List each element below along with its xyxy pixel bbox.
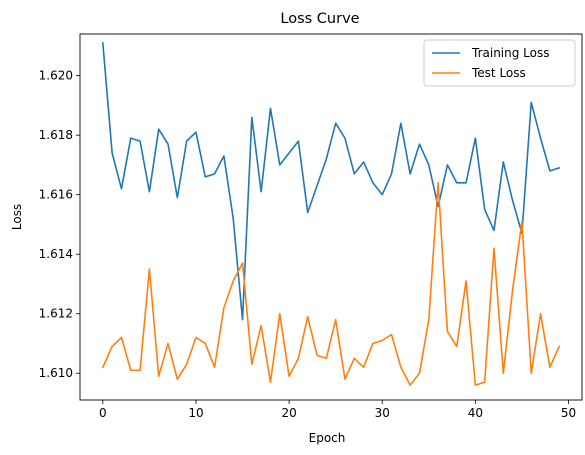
y-tick-label: 1.620 bbox=[39, 69, 73, 83]
legend-label: Training Loss bbox=[471, 46, 549, 60]
series-line-test-loss bbox=[101, 181, 561, 386]
y-tick-label: 1.618 bbox=[39, 128, 73, 142]
y-axis-label: Loss bbox=[10, 204, 24, 230]
y-tick-label: 1.616 bbox=[39, 188, 73, 202]
x-tick-label: 50 bbox=[561, 406, 576, 420]
x-tick-label: 20 bbox=[281, 406, 296, 420]
chart-title: Loss Curve bbox=[280, 11, 359, 27]
x-tick-label: 0 bbox=[99, 406, 107, 420]
y-tick-label: 1.610 bbox=[39, 366, 73, 380]
x-tick-label: 10 bbox=[188, 406, 203, 420]
series-lines bbox=[101, 42, 561, 386]
series-line-training-loss bbox=[101, 42, 561, 321]
legend-frame bbox=[423, 39, 576, 87]
x-tick-label: 30 bbox=[375, 406, 390, 420]
x-axis: 0 10 20 30 40 50 bbox=[99, 400, 576, 420]
legend-label: Test Loss bbox=[471, 66, 526, 80]
plot-area bbox=[79, 33, 583, 401]
y-tick-label: 1.612 bbox=[39, 307, 73, 321]
y-axis: 1.610 1.612 1.614 1.616 1.618 1.620 bbox=[39, 69, 80, 380]
x-tick-label: 40 bbox=[468, 406, 483, 420]
legend: Training Loss Test Loss bbox=[423, 39, 576, 87]
y-tick-label: 1.614 bbox=[39, 247, 73, 261]
x-axis-label: Epoch bbox=[309, 431, 346, 445]
